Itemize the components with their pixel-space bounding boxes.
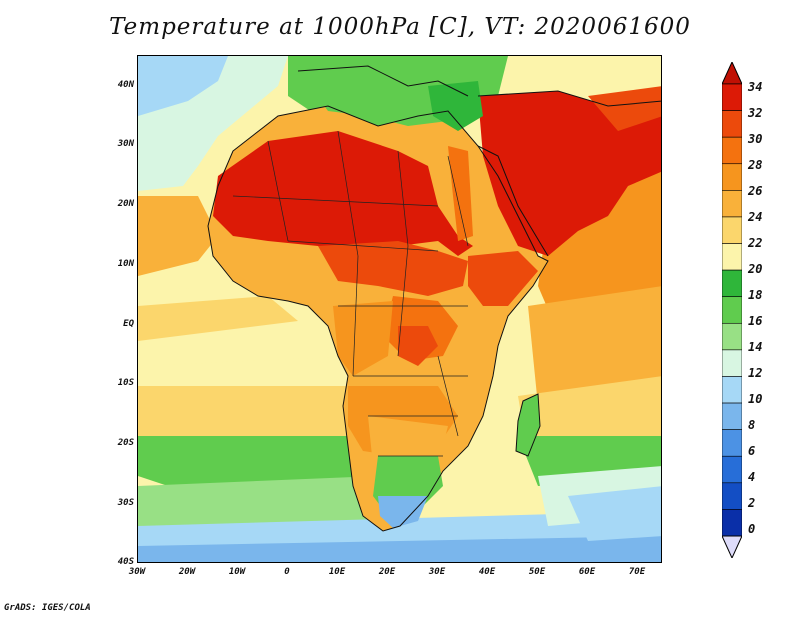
colorbar-label: 14 <box>748 340 763 354</box>
madagascar-coastline <box>515 393 541 457</box>
x-tick-label: 40E <box>478 567 496 577</box>
temperature-map <box>137 55 662 563</box>
colorbar-segment <box>722 429 742 457</box>
atlantic-warm-west <box>138 196 218 276</box>
arabia-coastline <box>477 90 661 257</box>
footer-credit: GrADS: IGES/COLA <box>4 603 91 613</box>
colorbar-segment <box>722 402 742 430</box>
turkey-region <box>428 81 483 131</box>
country-borders <box>232 130 469 457</box>
gulf-guinea-warm <box>138 296 298 341</box>
europe-coastline <box>297 65 469 97</box>
central-africa <box>333 301 393 376</box>
colorbar-segment <box>722 163 742 191</box>
colorbar-label: 12 <box>748 366 763 380</box>
colorbar-label: 20 <box>748 262 763 276</box>
iran-hot <box>588 86 661 131</box>
colorbar-label: 34 <box>748 80 763 94</box>
colorbar-segment <box>722 322 742 351</box>
y-tick-label: EQ <box>123 319 134 329</box>
nile-valley <box>448 146 473 241</box>
chart-title: Temperature at 1000hPa [C], VT: 20200616… <box>109 14 691 40</box>
colorbar-segment <box>722 83 742 111</box>
y-tick-label: 10S <box>117 378 134 388</box>
indian-ocean-mid <box>528 286 661 406</box>
congo-hot-core <box>398 326 438 366</box>
y-tick-label: 40N <box>117 80 134 90</box>
southern-ocean-colder <box>138 536 661 562</box>
colorbar-segment <box>722 243 742 271</box>
colorbar-segment <box>722 190 742 218</box>
colorbar-segment <box>722 110 742 138</box>
x-tick-label: 30E <box>428 567 446 577</box>
y-tick-label: 20S <box>117 438 134 448</box>
map-canvas <box>138 56 661 562</box>
colorbar-label: 26 <box>748 184 763 198</box>
x-tick-label: 70E <box>628 567 646 577</box>
south-africa-cool <box>378 496 428 528</box>
colorbar-label: 18 <box>748 288 763 302</box>
colorbar-label: 16 <box>748 314 763 328</box>
x-tick-label: 10W <box>228 567 246 577</box>
colorbar-label: 24 <box>748 210 763 224</box>
x-tick-label: 20E <box>378 567 396 577</box>
colorbar-label: 6 <box>748 444 756 458</box>
x-tick-label: 20W <box>178 567 196 577</box>
colorbar-segment <box>722 349 742 377</box>
colorbar-bottom-cap <box>722 535 742 558</box>
colorbar-label: 32 <box>748 106 763 120</box>
colorbar-segment <box>722 455 742 484</box>
y-tick-label: 30N <box>117 139 134 149</box>
y-tick-label: 20N <box>117 199 134 209</box>
colorbar-segment <box>722 269 742 298</box>
sahel-hot <box>318 241 468 296</box>
north-atlantic-cold <box>138 56 228 116</box>
horn-africa <box>468 251 538 306</box>
colorbar-label: 30 <box>748 132 763 146</box>
colorbar-segment <box>722 216 742 244</box>
colorbar-label: 10 <box>748 392 763 406</box>
colorbar-label: 8 <box>748 418 756 432</box>
colorbar-label: 28 <box>748 158 763 172</box>
x-tick-label: 0 <box>284 567 290 577</box>
y-tick-label: 30S <box>117 498 134 508</box>
colorbar-segment <box>722 482 742 510</box>
colorbar-segment <box>722 509 742 537</box>
y-tick-label: 10N <box>117 259 134 269</box>
y-tick-label: 40S <box>117 557 134 567</box>
colorbar <box>722 62 742 558</box>
colorbar-top-cap <box>722 62 742 85</box>
africa-coastline <box>207 105 549 532</box>
colorbar-segment <box>722 376 742 404</box>
south-indian-cold <box>568 486 661 541</box>
colorbar-label: 22 <box>748 236 763 250</box>
x-tick-label: 10E <box>328 567 346 577</box>
x-tick-label: 60E <box>578 567 596 577</box>
colorbar-segment <box>722 296 742 324</box>
colorbar-label: 0 <box>748 522 756 536</box>
colorbar-label: 2 <box>748 496 756 510</box>
colorbar-label: 4 <box>748 470 756 484</box>
colorbar-segment <box>722 136 742 165</box>
x-tick-label: 50E <box>528 567 546 577</box>
x-tick-label: 30W <box>128 567 146 577</box>
sahara-hot <box>213 131 473 256</box>
